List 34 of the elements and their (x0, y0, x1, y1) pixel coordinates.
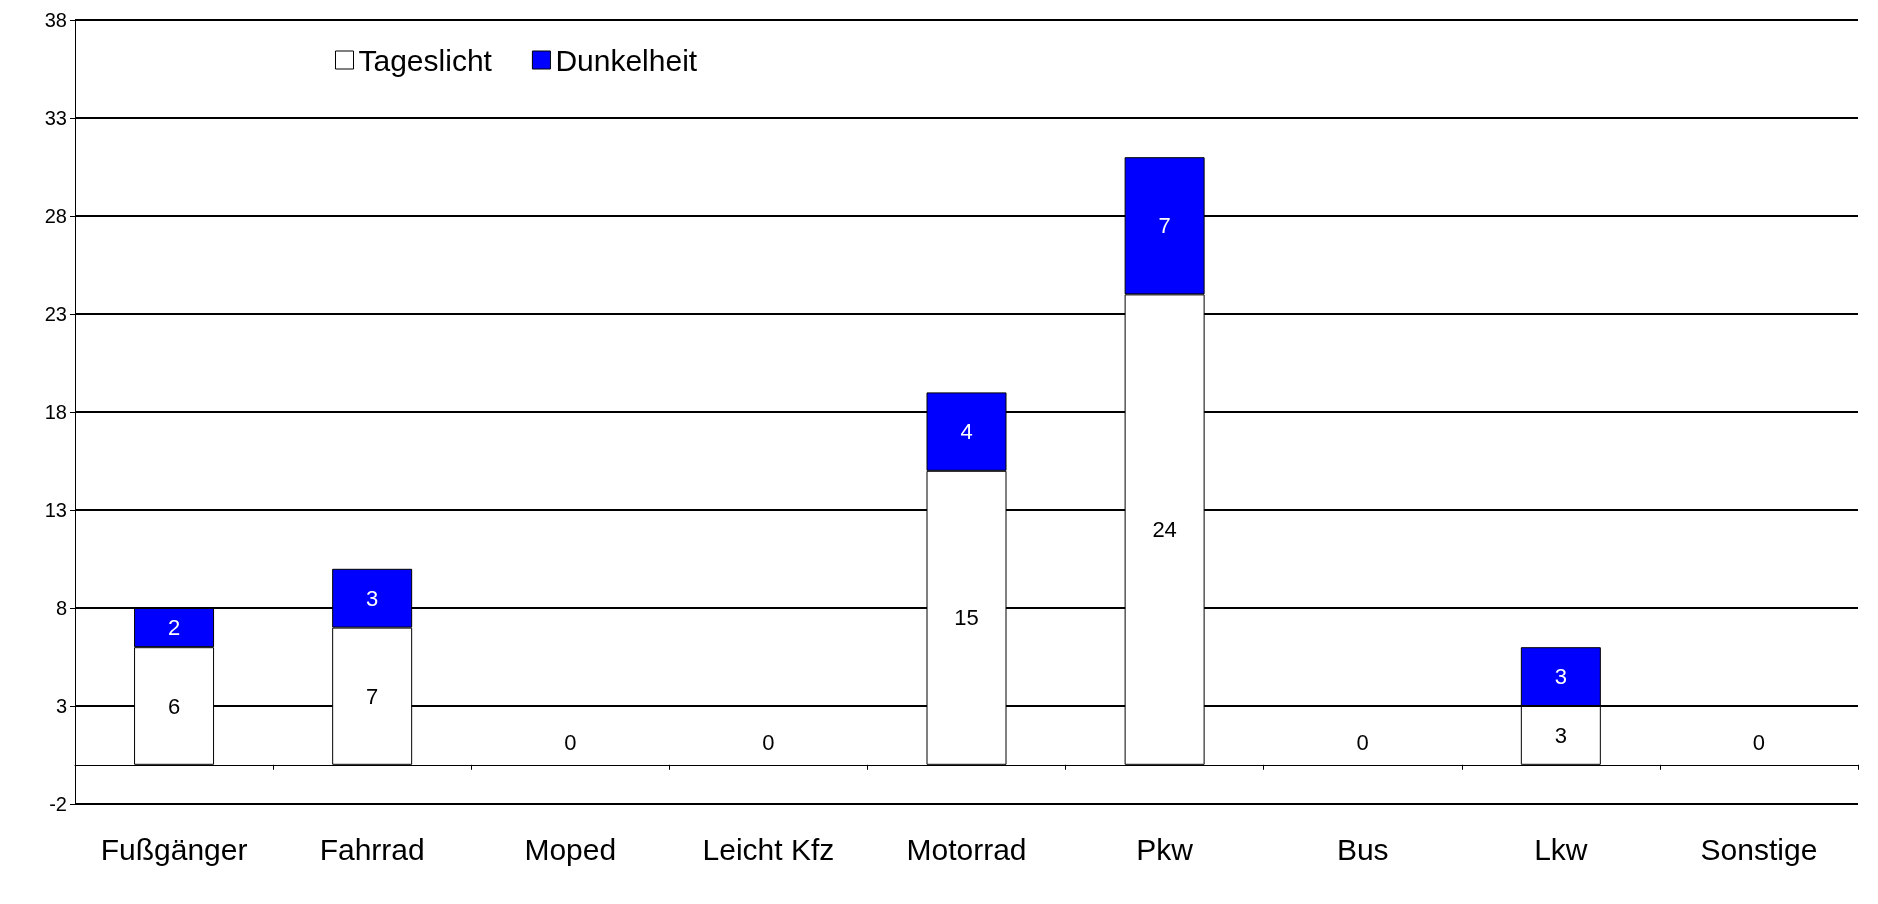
x-tick-label: Leicht Kfz (702, 832, 835, 866)
x-tick-label: Lkw (1534, 832, 1588, 866)
x-tick-label: Bus (1336, 832, 1389, 866)
data-label: 15 (954, 605, 979, 631)
y-tick-label: 33 (44, 107, 67, 129)
y-tick-label: 38 (44, 9, 67, 31)
data-label: 0 (1356, 730, 1369, 756)
data-label: 0 (564, 730, 577, 756)
y-tick-label: 23 (44, 303, 67, 325)
data-label: 4 (960, 419, 973, 445)
legend-label: Dunkelheit (555, 43, 698, 77)
x-tick-label: Fußgänger (100, 832, 248, 866)
data-label: 3 (1554, 664, 1567, 690)
y-tick-label: 3 (55, 695, 67, 717)
legend-label: Tageslicht (358, 43, 493, 77)
x-tick-label: Sonstige (1700, 832, 1818, 866)
data-label: 2 (167, 615, 181, 641)
y-tick-label: 8 (55, 597, 67, 619)
x-tick-label: Pkw (1136, 832, 1194, 866)
data-label: 6 (167, 693, 181, 719)
x-tick-label: Moped (524, 832, 617, 866)
data-label: 24 (1152, 517, 1177, 543)
data-label: 3 (1554, 722, 1567, 748)
data-label: 0 (762, 730, 775, 756)
y-tick-label: 28 (44, 205, 67, 227)
y-tick-label: 18 (44, 401, 67, 423)
y-tick-label: 13 (44, 499, 67, 521)
x-tick-label: Motorrad (906, 832, 1027, 866)
data-label: 7 (366, 683, 379, 709)
y-tick-label: -2 (49, 793, 67, 815)
data-label: 3 (366, 585, 379, 611)
data-label: 7 (1158, 213, 1171, 239)
data-label: 0 (1752, 730, 1766, 756)
x-tick-label: Fahrrad (319, 832, 425, 866)
